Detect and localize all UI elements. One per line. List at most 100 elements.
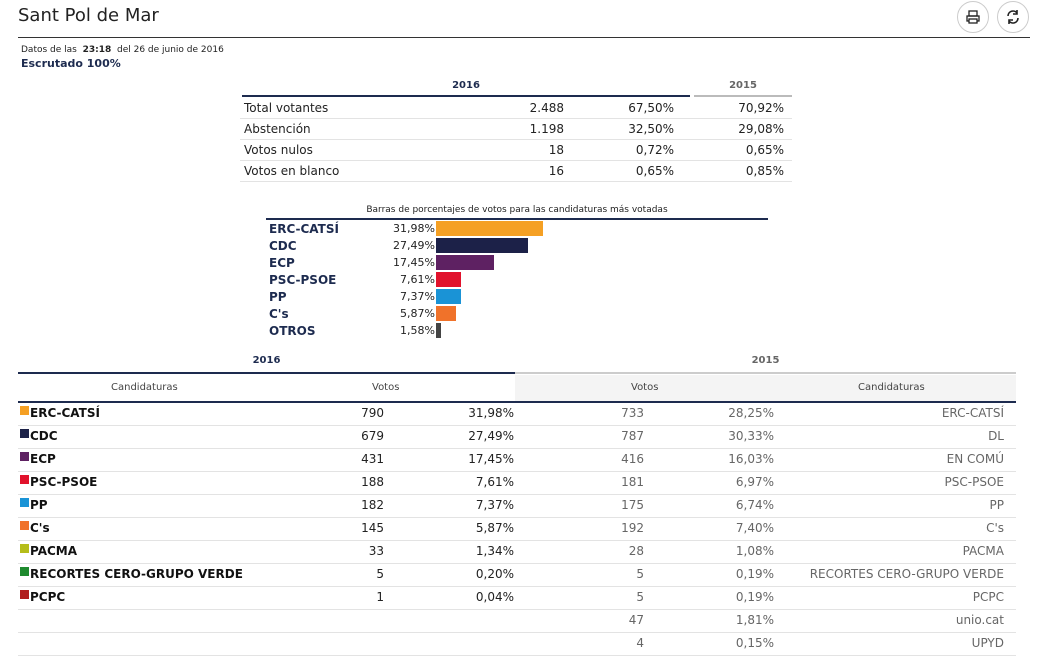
results-column-header: Candidaturas Votos Votos Candidaturas [18,375,1016,403]
bars-title: Barras de porcentajes de votos para las … [266,205,768,220]
party-name-2015: UPYD [971,636,1004,650]
summary-count: 18 [548,143,564,157]
party-name: PSC-PSOE [30,475,98,489]
data-timestamp: Datos de las 23:18 del 26 de junio de 20… [21,45,224,55]
summary-pct: 0,72% [635,143,674,157]
party-name-2015: PACMA [962,544,1004,558]
bar-rows: ERC-CATSÍ 31,98% CDC 27,49% ECP 17,45% PSC-PSO… [266,220,768,339]
party-name-2015: RECORTES CERO-GRUPO VERDE [809,567,1004,581]
votes-2016: 679 [361,429,384,443]
page-title: Sant Pol de Mar [18,5,159,26]
pct-2015: 1,08% [735,544,774,558]
votes-2016: 33 [368,544,384,558]
summary-pct-prev: 0,85% [745,164,784,178]
summary-pct-prev: 70,92% [738,101,784,115]
timestamp-prefix: Datos de las [21,45,77,55]
timestamp-date: del 26 de junio de 2016 [116,45,224,55]
refresh-button[interactable] [997,1,1029,33]
turnout-summary-table: 2016 2015 Total votantes 2.488 67,50% 70,92… [240,80,792,182]
votes-2016: 790 [361,406,384,420]
party-color-swatch [20,429,29,438]
pct-2016: 5,87% [475,521,514,535]
votes-2015: 5 [636,590,644,604]
votes-2015: 787 [621,429,644,443]
vote-percentage-bars: Barras de porcentajes de votos para las … [266,205,768,339]
summary-header: 2016 2015 [240,80,792,98]
bar-row: C's 5,87% [266,305,768,322]
summary-pct: 32,50% [628,122,674,136]
votes-2015: 181 [621,475,644,489]
bar-row: ECP 17,45% [266,254,768,271]
summary-row: Abstención 1.198 32,50% 29,08% [240,119,792,140]
results-row: ERC-CATSÍ 790 31,98% 733 28,25% ERC-CATSÍ [18,403,1016,426]
pct-2015: 28,25% [728,406,774,420]
votes-2015: 28 [628,544,644,558]
summary-count: 1.198 [529,122,564,136]
summary-pct: 67,50% [628,101,674,115]
pct-2016: 31,98% [468,406,514,420]
timestamp-time: 23:18 [82,45,112,55]
party-color-swatch [20,544,29,553]
results-row: C's 145 5,87% 192 7,40% C's [18,518,1016,541]
party-color-swatch [20,475,29,484]
party-name: PP [30,498,48,512]
pct-2015: 1,81% [735,613,774,627]
pct-2016: 0,04% [475,590,514,604]
party-name-2015: unio.cat [955,613,1004,627]
print-button[interactable] [957,1,989,33]
results-row: 4 0,15% UPYD [18,633,1016,656]
bar-party-label: PSC-PSOE [269,273,337,287]
summary-count: 2.488 [529,101,564,115]
summary-rows: Total votantes 2.488 67,50% 70,92% Abstenció… [240,98,792,182]
col-votos: Votos [372,382,400,393]
votes-2016: 182 [361,498,384,512]
votes-2016: 1 [376,590,384,604]
party-name-2015: PSC-PSOE [944,475,1004,489]
summary-label: Abstención [244,122,311,136]
votes-2015: 416 [621,452,644,466]
col-votos-prev: Votos [631,382,659,393]
bar-ecp [436,255,494,270]
results-year-current: 2016 [18,355,515,374]
bar-psc-psoe [436,272,461,287]
party-name-2015: PCPC [972,590,1004,604]
party-name-2015: PP [989,498,1004,512]
bar-pct-label: 17,45% [393,256,435,269]
results-table: 2016 2015 Candidaturas Votos Votos Candi… [18,355,1016,656]
summary-year-current: 2016 [242,80,690,97]
votes-2015: 4 [636,636,644,650]
summary-row: Total votantes 2.488 67,50% 70,92% [240,98,792,119]
results-rows: ERC-CATSÍ 790 31,98% 733 28,25% ERC-CATSÍ CDC 6… [18,403,1016,656]
summary-count: 16 [548,164,564,178]
pct-2015: 7,40% [735,521,774,535]
pct-2015: 0,19% [735,567,774,581]
votes-2016: 431 [361,452,384,466]
results-header-current: Candidaturas Votos [18,375,515,401]
results-year-header: 2016 2015 [18,355,1016,375]
votes-2016: 188 [361,475,384,489]
summary-label: Total votantes [244,101,329,115]
print-icon [966,10,980,24]
results-row: CDC 679 27,49% 787 30,33% DL [18,426,1016,449]
votes-2015: 175 [621,498,644,512]
results-row: 47 1,81% unio.cat [18,610,1016,633]
pct-2015: 0,19% [735,590,774,604]
bar-party-label: PP [269,290,287,304]
bar-pct-label: 1,58% [400,324,435,337]
party-name: ERC-CATSÍ [30,406,100,420]
title-divider [18,37,1030,38]
bar-row: ERC-CATSÍ 31,98% [266,220,768,237]
results-row: RECORTES CERO-GRUPO VERDE 5 0,20% 5 0,19% REC… [18,564,1016,587]
summary-pct-prev: 0,65% [745,143,784,157]
votes-2015: 5 [636,567,644,581]
bar-pct-label: 7,61% [400,273,435,286]
party-name-2015: DL [988,429,1004,443]
pct-2015: 16,03% [728,452,774,466]
party-color-swatch [20,406,29,415]
results-row: ECP 431 17,45% 416 16,03% EN COMÚ [18,449,1016,472]
pct-2016: 1,34% [475,544,514,558]
results-header-previous: Votos Candidaturas [515,375,1016,401]
results-row: PP 182 7,37% 175 6,74% PP [18,495,1016,518]
votes-2016: 145 [361,521,384,535]
summary-row: Votos en blanco 16 0,65% 0,85% [240,161,792,182]
